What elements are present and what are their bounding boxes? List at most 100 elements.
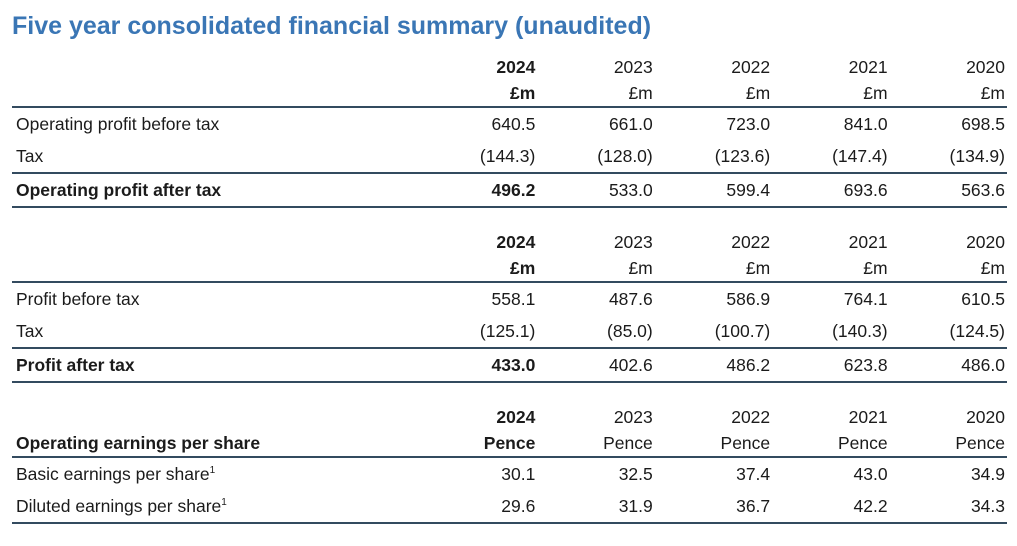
year-header: 2022 (731, 57, 771, 77)
row-label: Operating profit after tax (12, 173, 420, 208)
value-cell: 661.0 (608, 114, 653, 134)
value-cell: 558.1 (491, 289, 536, 309)
year-header: 2020 (966, 232, 1005, 252)
value-cell: 29.6 (419, 490, 538, 524)
unit-row-label (12, 80, 420, 108)
value-cell: 586.9 (726, 289, 771, 309)
value-cell: 36.7 (654, 490, 773, 524)
value-cell: (100.7) (654, 315, 773, 349)
row-label: Tax (12, 140, 420, 174)
value-cell: (123.6) (654, 140, 773, 174)
unit-header-row: £m £m £m £m £m (12, 255, 1007, 283)
value-cell: 402.6 (537, 348, 655, 383)
value-cell: 841.0 (843, 114, 888, 134)
row-label: Diluted earnings per share1 (12, 490, 420, 524)
header-spacer (12, 54, 420, 80)
unit-header: £m (537, 80, 655, 108)
value-cell: (128.0) (537, 140, 655, 174)
operating-profit-section: 2024 2023 2022 2021 2020 £m £m £m £m £m Operating … (12, 54, 1007, 208)
value-cell: 623.8 (772, 348, 890, 383)
unit-header: £m (772, 80, 890, 108)
unit-row-label (12, 255, 420, 283)
data-row: Profit after tax 433.0 402.6 486.2 623.8 486.… (12, 348, 1007, 383)
page-title: Five year consolidated financial summary… (12, 12, 652, 40)
footnote-marker: 1 (221, 497, 227, 509)
value-cell: (147.4) (772, 140, 890, 174)
row-label: Operating profit before tax (16, 114, 220, 134)
value-cell: 563.6 (889, 173, 1007, 208)
year-header-row: 2024 2023 2022 2021 2020 (12, 54, 1007, 80)
summary-tables: 2024 2023 2022 2021 2020 £m £m £m £m £m Operating … (12, 54, 1007, 524)
unit-header: £m (889, 255, 1007, 283)
year-header: 2022 (731, 232, 771, 252)
value-cell: (124.5) (889, 315, 1007, 349)
data-row: Diluted earnings per share1 29.6 31.9 36.7 4… (12, 490, 1007, 524)
value-cell: (140.3) (772, 315, 890, 349)
profit-section: 2024 2023 2022 2021 2020 £m £m £m £m £m Profit bef… (12, 229, 1007, 383)
unit-header: £m (654, 255, 773, 283)
row-label: Profit after tax (12, 348, 420, 383)
value-cell: 487.6 (608, 289, 653, 309)
year-header: 2023 (613, 232, 653, 252)
value-cell: 32.5 (618, 464, 653, 484)
header-spacer (12, 229, 420, 255)
row-label: Profit before tax (16, 289, 140, 309)
value-cell: 433.0 (419, 348, 538, 383)
value-cell: 693.6 (772, 173, 890, 208)
value-cell: 31.9 (537, 490, 655, 524)
earnings-per-share-section: 2024 2023 2022 2021 2020 Operating earnings p… (12, 404, 1007, 524)
data-row: Tax (125.1) (85.0) (100.7) (140.3) (124.5) (12, 315, 1007, 349)
value-cell: 30.1 (501, 464, 536, 484)
footnote-marker: 1 (209, 465, 216, 477)
value-cell: 496.2 (419, 173, 538, 208)
unit-header: £m (654, 80, 773, 108)
unit-header: Pence (537, 430, 655, 458)
unit-header-row: £m £m £m £m £m (12, 80, 1007, 108)
unit-header-row: Operating earnings per share Pence Pence Pe… (12, 430, 1007, 458)
row-label: Tax (12, 315, 420, 349)
row-label: Basic earnings per share1 (16, 464, 216, 484)
unit-header: £m (419, 255, 538, 283)
value-cell: 599.4 (654, 173, 773, 208)
value-cell: 698.5 (961, 114, 1005, 134)
year-header: 2020 (966, 57, 1005, 77)
value-cell: 42.2 (772, 490, 890, 524)
year-header: 2024 (496, 57, 536, 77)
year-header: 2022 (731, 407, 771, 427)
year-header: 2023 (613, 407, 653, 427)
value-cell: 640.5 (491, 114, 536, 134)
value-cell: (125.1) (419, 315, 538, 349)
value-cell: (144.3) (419, 140, 538, 174)
value-cell: 764.1 (843, 289, 888, 309)
data-row: Operating profit after tax 496.2 533.0 599.… (12, 173, 1007, 208)
data-row: Basic earnings per share1 30.1 32.5 37.4 43.… (12, 457, 1007, 490)
data-row: Tax (144.3) (128.0) (123.6) (147.4) (134.9) (12, 140, 1007, 174)
value-cell: (85.0) (537, 315, 655, 349)
unit-header: £m (889, 80, 1007, 108)
year-header: 2020 (966, 407, 1005, 427)
unit-header: £m (537, 255, 655, 283)
year-header: 2024 (496, 407, 536, 427)
unit-header: £m (772, 255, 890, 283)
year-header: 2021 (848, 407, 888, 427)
year-header: 2023 (613, 57, 653, 77)
value-cell: 34.3 (889, 490, 1007, 524)
unit-row-label: Operating earnings per share (12, 430, 420, 458)
header-spacer (12, 404, 420, 430)
data-row: Operating profit before tax 640.5 661.0 723… (12, 107, 1007, 140)
value-cell: 486.0 (889, 348, 1007, 383)
value-cell: 610.5 (961, 289, 1005, 309)
unit-header: Pence (654, 430, 773, 458)
year-header: 2021 (848, 57, 888, 77)
unit-header: £m (419, 80, 538, 108)
unit-header: Pence (889, 430, 1007, 458)
value-cell: 34.9 (970, 464, 1005, 484)
value-cell: 37.4 (736, 464, 771, 484)
data-row: Profit before tax 558.1 487.6 586.9 764.1 610… (12, 282, 1007, 315)
unit-header: Pence (772, 430, 890, 458)
value-cell: 533.0 (537, 173, 655, 208)
year-header: 2024 (496, 232, 536, 252)
year-header: 2021 (848, 232, 888, 252)
year-header-row: 2024 2023 2022 2021 2020 (12, 404, 1007, 430)
value-cell: 43.0 (853, 464, 888, 484)
